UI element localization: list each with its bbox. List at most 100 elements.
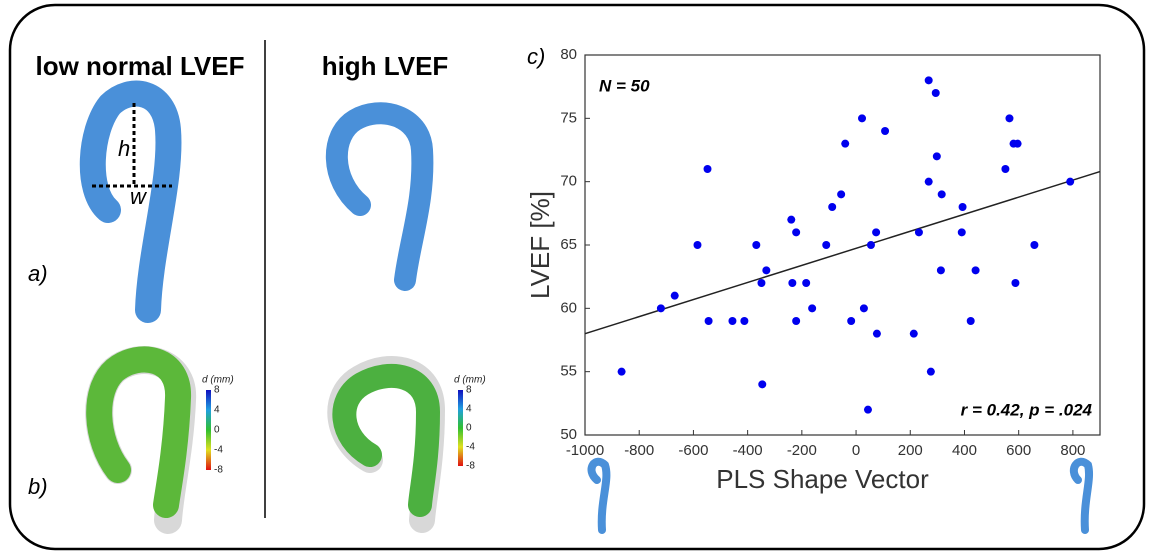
point	[792, 228, 801, 237]
point	[704, 317, 713, 325]
x-tick-label: -400	[733, 442, 763, 459]
y-tick-label: 50	[560, 426, 577, 443]
point	[872, 228, 881, 237]
panel-label: b)	[28, 474, 48, 499]
point	[808, 304, 817, 313]
x-tick-label: -1000	[566, 442, 604, 459]
annotation: N = 50	[599, 76, 650, 95]
point	[966, 317, 975, 325]
aorta-icon	[587, 457, 611, 534]
point	[914, 228, 923, 237]
point	[881, 127, 890, 135]
point	[752, 241, 761, 249]
panel-label: c)	[527, 44, 545, 69]
point	[828, 203, 837, 211]
x-tick-label: -800	[624, 442, 654, 459]
w-label: w	[130, 184, 148, 209]
point	[866, 241, 875, 249]
aorta-colored	[332, 364, 441, 517]
colorbar-tick: -4	[466, 442, 475, 453]
point	[847, 317, 856, 325]
colorbar-tick: -8	[466, 461, 475, 472]
point	[932, 152, 941, 161]
plot-area	[584, 54, 1101, 436]
point	[762, 266, 771, 275]
colorbar-tick: 8	[214, 385, 220, 396]
point	[758, 380, 767, 389]
point	[1005, 114, 1014, 123]
point	[863, 405, 872, 414]
point	[822, 241, 831, 249]
point	[802, 279, 811, 287]
aorta-colored	[86, 346, 191, 518]
x-tick-label: 600	[1006, 442, 1031, 459]
point	[1013, 139, 1022, 148]
panel-title: low normal LVEF	[36, 51, 245, 81]
colorbar	[458, 390, 463, 466]
point	[926, 367, 935, 376]
scatter-chart: 50 55 60 65 70 75 80 -1000 -800 -600 -400 -200 0 200 4…	[525, 46, 1101, 494]
y-tick-label: 70	[560, 173, 577, 190]
colorbars: d (mm)840-4-8d (mm)840-4-8	[202, 375, 486, 476]
colorbar-tick: 0	[466, 423, 472, 434]
point	[788, 279, 797, 287]
panel-title: high LVEF	[322, 51, 449, 81]
x-tick-label: 800	[1060, 442, 1085, 459]
point	[837, 190, 846, 199]
point	[1066, 177, 1075, 186]
y-tick-label: 60	[560, 299, 577, 316]
fit-line	[584, 170, 1101, 335]
point	[728, 317, 737, 325]
x-tick-label: -200	[787, 442, 817, 459]
x-tick-label: -600	[678, 442, 708, 459]
point	[924, 177, 933, 186]
point	[924, 76, 933, 85]
aorta-icon	[1069, 457, 1094, 534]
aorta	[325, 102, 434, 291]
aorta	[79, 80, 182, 323]
x-tick-label: 400	[952, 442, 977, 459]
frame	[8, 3, 1146, 551]
point	[1001, 165, 1010, 173]
point	[670, 291, 679, 300]
point	[703, 165, 712, 173]
colorbar-tick: 4	[466, 404, 472, 415]
colorbar-tick: 4	[214, 405, 220, 416]
y-tick-label: 65	[560, 236, 577, 253]
point	[931, 89, 940, 97]
colorbar-tick: -4	[214, 445, 223, 456]
y-axis-label: LVEF [%]	[525, 191, 555, 299]
point	[841, 139, 850, 148]
point	[957, 228, 966, 237]
colorbar-tick: 8	[466, 385, 472, 396]
point	[859, 304, 868, 313]
point	[858, 114, 867, 123]
point	[909, 329, 918, 338]
annotation: r = 0.42, p = .024	[961, 400, 1093, 419]
h-label: h	[118, 136, 130, 161]
point	[936, 266, 945, 275]
panel-label: a)	[28, 261, 48, 286]
y-tick-label: 80	[560, 46, 577, 63]
point	[958, 203, 967, 211]
colorbar-tick: -8	[214, 465, 223, 476]
colorbar-tick: 0	[214, 425, 220, 436]
point	[971, 266, 980, 275]
y-tick-label: 55	[560, 363, 577, 380]
colorbar-label: d (mm)	[454, 375, 486, 386]
point	[787, 215, 796, 224]
point	[693, 241, 702, 249]
point	[757, 279, 766, 287]
x-tick-label: 0	[852, 442, 860, 459]
colorbar-label: d (mm)	[202, 375, 234, 386]
point	[740, 317, 749, 325]
point	[792, 317, 801, 325]
point	[937, 190, 946, 199]
point	[1011, 279, 1020, 287]
point	[656, 304, 665, 313]
x-axis-label: PLS Shape Vector	[716, 464, 929, 494]
point	[617, 367, 626, 376]
point	[872, 329, 881, 338]
y-tick-label: 75	[560, 109, 577, 126]
